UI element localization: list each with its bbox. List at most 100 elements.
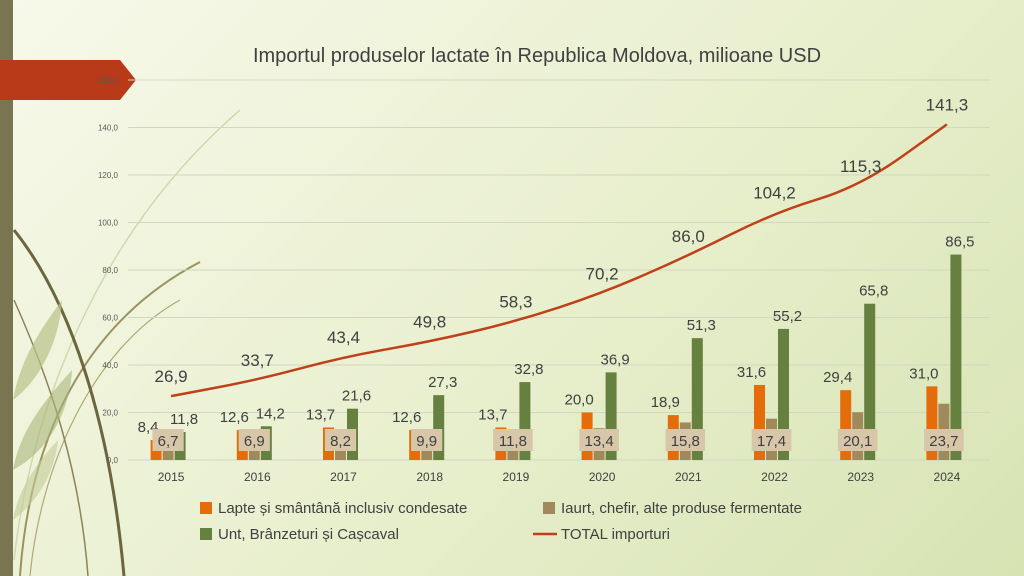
data-label-total: 33,7 bbox=[241, 351, 274, 370]
bar-unt bbox=[950, 254, 962, 460]
red-ribbon bbox=[0, 60, 136, 100]
x-tick-label: 2016 bbox=[244, 470, 271, 484]
data-label-unt: 65,8 bbox=[859, 283, 888, 300]
grid-lines bbox=[128, 79, 990, 461]
legend-swatch-lapte bbox=[200, 502, 212, 514]
data-label-unt: 55,2 bbox=[773, 308, 802, 325]
y-tick-label: 20,0 bbox=[102, 409, 118, 418]
y-tick-label: 40,0 bbox=[102, 361, 118, 370]
x-tick-label: 2018 bbox=[416, 470, 443, 484]
data-label-total: 43,4 bbox=[327, 328, 360, 347]
data-label-lapte: 12,6 bbox=[392, 409, 421, 426]
data-label-iaurt: 17,4 bbox=[757, 433, 786, 450]
data-label-iaurt: 6,7 bbox=[158, 433, 179, 450]
decor-leaf bbox=[13, 440, 58, 520]
y-tick-label: 60,0 bbox=[102, 314, 118, 323]
data-label-total: 86,0 bbox=[672, 227, 705, 246]
data-label-total: 58,3 bbox=[499, 293, 532, 312]
data-label-lapte: 18,9 bbox=[651, 394, 680, 411]
y-tick-label: 100,0 bbox=[98, 219, 119, 228]
legend-label-total: TOTAL importuri bbox=[561, 526, 670, 543]
legend-label-lapte: Lapte și smântână inclusiv condesate bbox=[218, 500, 467, 517]
y-tick-label: 160,0 bbox=[98, 76, 119, 85]
data-label-lapte: 31,0 bbox=[909, 365, 938, 382]
bar-unt bbox=[691, 338, 703, 460]
data-label-unt: 36,9 bbox=[600, 351, 629, 368]
y-axis-ticks: 0,0 20,0 40,0 60,0 80,0 100,0 120,0 140,0 160,0 bbox=[98, 76, 119, 465]
data-label-iaurt: 11,8 bbox=[499, 433, 527, 450]
decor-curve bbox=[29, 299, 181, 576]
data-label-total: 26,9 bbox=[155, 367, 188, 386]
data-label-unt: 51,3 bbox=[687, 317, 716, 334]
data-label-unt: 21,6 bbox=[342, 388, 371, 405]
data-label-unt: 11,8 bbox=[170, 411, 198, 428]
data-label-box bbox=[837, 429, 878, 451]
y-tick-label: 0,0 bbox=[107, 456, 119, 465]
data-label-iaurt: 8,2 bbox=[330, 433, 351, 450]
data-label-lapte: 12,6 bbox=[220, 409, 249, 426]
data-label-lapte: 13,7 bbox=[478, 406, 507, 423]
data-label-box bbox=[152, 429, 184, 451]
decor-curve bbox=[12, 229, 126, 576]
x-tick-label: 2015 bbox=[158, 470, 185, 484]
x-tick-label: 2024 bbox=[934, 470, 961, 484]
y-tick-label: 120,0 bbox=[98, 171, 119, 180]
data-label-unt: 14,2 bbox=[256, 405, 285, 422]
legend-label-iaurt: Iaurt, chefir, alte produse fermentate bbox=[561, 500, 802, 517]
data-label-lapte: 13,7 bbox=[306, 406, 335, 423]
data-labels: 8,412,6 13,7 12,6 13,720,0 18,931,6 29,4 31,06… bbox=[138, 95, 975, 451]
total-line bbox=[170, 123, 948, 398]
legend-swatch-iaurt bbox=[543, 502, 555, 514]
data-label-box bbox=[579, 429, 619, 451]
bar-unt bbox=[778, 328, 789, 460]
decor-leaf bbox=[13, 370, 72, 470]
slide-left-bar bbox=[0, 0, 13, 576]
data-label-box bbox=[665, 429, 706, 451]
data-label-unt: 27,3 bbox=[428, 374, 457, 391]
data-label-iaurt: 9,9 bbox=[416, 433, 437, 450]
bar-iaurt bbox=[248, 443, 260, 460]
data-label-box bbox=[238, 429, 270, 451]
data-label-lapte: 20,0 bbox=[564, 392, 593, 409]
x-tick-label: 2021 bbox=[675, 470, 702, 484]
bar-iaurt bbox=[162, 444, 174, 460]
chart-title: Importul produselor lactate în Republica… bbox=[253, 45, 821, 67]
data-label-unt: 86,5 bbox=[945, 234, 974, 251]
decor-leaf bbox=[13, 300, 62, 400]
x-tick-label: 2023 bbox=[847, 470, 874, 484]
data-label-lapte: 31,6 bbox=[737, 364, 766, 381]
legend-label-unt: Unt, Brânzeturi și Cașcaval bbox=[218, 526, 399, 543]
y-tick-label: 80,0 bbox=[102, 266, 118, 275]
data-label-lapte: 29,4 bbox=[823, 369, 852, 386]
bar-unt bbox=[433, 395, 445, 460]
data-label-iaurt: 20,1 bbox=[843, 433, 872, 450]
data-label-box bbox=[751, 429, 792, 451]
bar-lapte bbox=[754, 384, 765, 460]
data-label-box bbox=[324, 429, 357, 451]
x-tick-label: 2022 bbox=[761, 470, 788, 484]
data-label-box bbox=[924, 429, 964, 451]
bar-unt bbox=[864, 303, 876, 460]
x-tick-label: 2019 bbox=[503, 470, 530, 484]
x-tick-label: 2017 bbox=[330, 470, 357, 484]
data-label-box bbox=[411, 429, 443, 451]
x-axis-ticks: 2015 2016 2017 2018 2019 2020 2021 2022 2023 2024 bbox=[158, 470, 961, 484]
bar-lapte bbox=[926, 386, 938, 460]
x-tick-label: 2020 bbox=[589, 470, 616, 484]
y-tick-label: 140,0 bbox=[98, 124, 119, 133]
legend-swatch-unt bbox=[200, 528, 212, 540]
bar-unt bbox=[519, 382, 531, 460]
decor-curve bbox=[13, 299, 89, 576]
data-label-box bbox=[493, 429, 533, 451]
data-label-iaurt: 13,4 bbox=[584, 433, 613, 450]
data-label-iaurt: 6,9 bbox=[244, 433, 265, 450]
data-label-total: 104,2 bbox=[753, 184, 796, 203]
data-label-iaurt: 15,8 bbox=[671, 433, 700, 450]
bar-unt bbox=[605, 372, 617, 460]
data-label-iaurt: 23,7 bbox=[929, 433, 958, 450]
bar-lapte bbox=[840, 390, 852, 460]
data-label-total: 70,2 bbox=[586, 264, 619, 283]
total-line-path bbox=[170, 123, 948, 398]
